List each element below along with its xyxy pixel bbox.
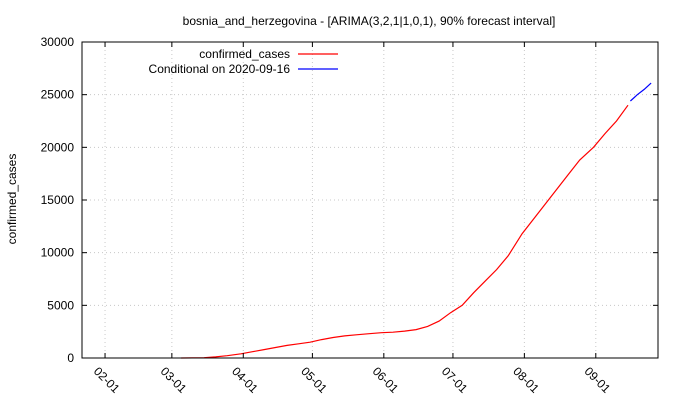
y-tick-label: 10000	[41, 246, 75, 260]
plot-area	[181, 82, 652, 359]
x-tick-label: 02-01	[91, 364, 123, 396]
legend-label: Conditional on 2020-09-16	[149, 62, 291, 76]
y-tick-label: 15000	[41, 193, 75, 207]
x-axis-ticks: 02-01 03-01 04-01 05-01 06-01 07-01 08-01 09-01	[91, 42, 614, 396]
x-tick-label: 08-01	[510, 364, 542, 396]
x-tick-label: 07-01	[439, 364, 471, 396]
y-axis-label: confirmed_cases	[5, 154, 19, 245]
y-tick-label: 30000	[41, 35, 75, 49]
y-tick-label: 0	[67, 351, 74, 365]
x-tick-label: 03-01	[158, 364, 190, 396]
chart-title: bosnia_and_herzegovina - [ARIMA(3,2,1|1,…	[183, 14, 556, 28]
legend-label: confirmed_cases	[199, 47, 290, 61]
y-tick-label: 25000	[41, 88, 75, 102]
x-tick-label: 04-01	[229, 364, 261, 396]
y-tick-label: 20000	[41, 140, 75, 154]
series-line-0	[181, 104, 629, 359]
x-tick-label: 06-01	[370, 364, 402, 396]
grid	[82, 42, 658, 358]
y-tick-label: 5000	[47, 298, 74, 312]
x-tick-label: 05-01	[298, 364, 330, 396]
series-line-1	[629, 82, 652, 102]
y-axis-ticks: 0 5000 10000 15000 20000 25000 30000	[41, 35, 658, 365]
x-tick-label: 09-01	[582, 364, 614, 396]
